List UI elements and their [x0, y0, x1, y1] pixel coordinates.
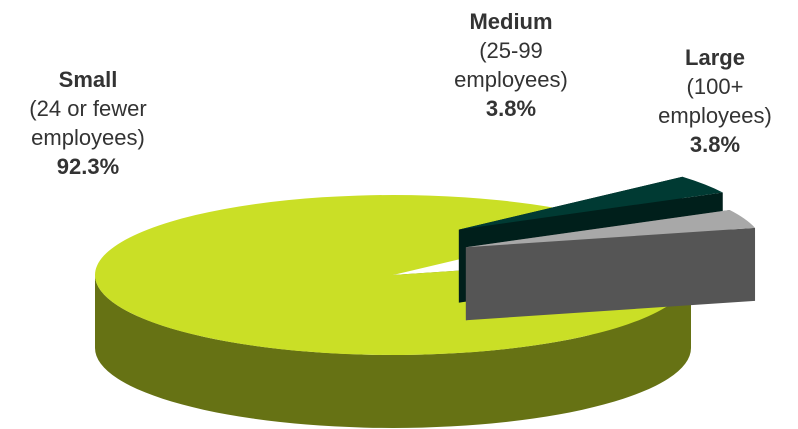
- slice-label-medium: Medium (25-99 employees) 3.8%: [436, 7, 586, 123]
- slice-name-large: Large: [685, 45, 745, 70]
- slice-large: [465, 210, 756, 321]
- slice-side-small-0: [95, 275, 691, 428]
- slice-label-small: Small (24 or fewer employees) 92.3%: [6, 65, 170, 181]
- slice-label-large: Large (100+ employees) 3.8%: [640, 43, 790, 159]
- slice-top-large: [465, 210, 756, 248]
- slice-desc-medium-1: (25-99: [479, 38, 543, 63]
- slice-name-small: Small: [58, 67, 118, 92]
- slice-desc-medium-2: employees): [454, 67, 568, 92]
- slice-value-small: 92.3%: [56, 154, 120, 179]
- slice-desc-large-2: employees): [658, 103, 772, 128]
- slice-desc-small-2: employees): [31, 125, 145, 150]
- slice-name-medium: Medium: [469, 9, 553, 34]
- slice-value-large: 3.8%: [689, 132, 741, 157]
- slice-desc-large-1: (100+: [686, 74, 744, 99]
- slice-value-medium: 3.8%: [485, 96, 537, 121]
- slice-top-medium: [458, 176, 723, 230]
- slice-desc-small-1: (24 or fewer: [29, 96, 147, 121]
- slice-wall-large-1: [465, 227, 756, 321]
